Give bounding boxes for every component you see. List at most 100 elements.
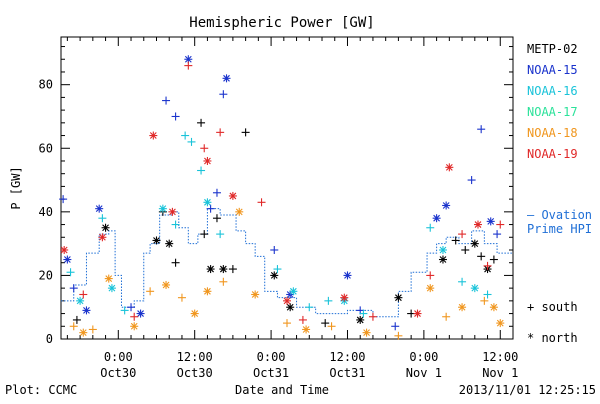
- marker-stroke: [184, 55, 192, 63]
- data-point: [120, 306, 129, 315]
- data-point: [82, 306, 91, 315]
- marker-stroke: [487, 217, 495, 225]
- data-point: [130, 322, 139, 331]
- x-tick-label-time: 0:00: [257, 350, 286, 364]
- data-point: [79, 290, 88, 299]
- plot-frame: [60, 36, 514, 340]
- data-point: [241, 128, 250, 137]
- data-point: [101, 223, 110, 232]
- marker-stroke: [105, 275, 113, 282]
- data-point: [228, 265, 237, 274]
- data-point: [270, 271, 279, 280]
- data-point: [171, 112, 180, 121]
- data-point: [165, 239, 174, 248]
- data-point: [203, 287, 212, 296]
- data-point: [458, 303, 467, 312]
- marker-stroke: [286, 303, 294, 311]
- data-point: [104, 274, 113, 283]
- data-point: [59, 195, 68, 204]
- marker-stroke: [439, 246, 447, 254]
- data-point: [438, 255, 447, 264]
- x-tick-label-time: 12:00: [482, 350, 518, 364]
- data-point: [324, 296, 333, 305]
- marker-stroke: [340, 294, 348, 302]
- data-point: [235, 207, 244, 216]
- legend-entry: NOAA-17: [527, 105, 578, 119]
- marker-stroke: [191, 310, 199, 317]
- data-point: [426, 223, 435, 232]
- data-point: [442, 312, 451, 321]
- marker-stroke: [76, 297, 84, 305]
- marker-stroke: [445, 163, 453, 171]
- data-point: [493, 230, 502, 239]
- data-point: [461, 245, 470, 254]
- data-point: [219, 90, 228, 99]
- data-point: [184, 61, 193, 70]
- marker-stroke: [165, 240, 173, 248]
- marker-stroke: [442, 202, 450, 209]
- data-point: [298, 315, 307, 324]
- data-point: [496, 220, 505, 229]
- data-point: [60, 245, 69, 254]
- data-point: [187, 137, 196, 146]
- data-point: [467, 176, 476, 185]
- data-point: [184, 55, 193, 64]
- data-point: [477, 252, 486, 261]
- data-point: [149, 131, 158, 140]
- data-point: [340, 293, 349, 302]
- marker-stroke: [207, 265, 214, 273]
- marker-stroke: [490, 303, 498, 311]
- marker-stroke: [414, 310, 421, 317]
- marker-stroke: [204, 198, 211, 206]
- data-point: [273, 265, 282, 274]
- marker-stroke: [474, 221, 482, 228]
- data-point: [146, 287, 155, 296]
- data-point: [321, 319, 330, 328]
- data-point: [200, 144, 209, 153]
- ovation-hpi-line: [61, 208, 513, 318]
- data-point: [216, 128, 225, 137]
- data-point: [171, 220, 180, 229]
- data-point: [206, 265, 215, 274]
- legend-entry: METP-02: [527, 42, 578, 56]
- data-point: [496, 319, 505, 328]
- marker-stroke: [153, 237, 160, 244]
- data-point: [470, 239, 479, 248]
- data-point: [127, 303, 136, 312]
- data-points: [59, 55, 505, 340]
- marker-stroke: [496, 319, 504, 327]
- data-point: [445, 163, 454, 172]
- hpi-legend: – Ovation Prime HPI: [527, 208, 592, 236]
- data-point: [451, 236, 460, 245]
- data-point: [72, 315, 81, 324]
- marker-stroke: [302, 326, 310, 333]
- y-tick-label: 40: [39, 205, 53, 219]
- hpi-step-line: [61, 208, 513, 318]
- data-point: [489, 303, 498, 312]
- marker-stroke: [204, 157, 211, 165]
- data-point: [470, 284, 479, 293]
- x-tick-label-time: 0:00: [104, 350, 133, 364]
- hpi-legend-line1: – Ovation: [527, 208, 592, 222]
- y-tick-label: 0: [46, 332, 53, 346]
- marker-stroke: [344, 272, 351, 279]
- marker-stroke: [137, 310, 144, 317]
- data-point: [69, 322, 78, 331]
- x-axis-ticks: 0:00 Oct30 12:00 Oct30 0:00 Oct31 12:00 Oct31 0:…: [66, 37, 518, 380]
- y-tick-label: 80: [39, 78, 53, 92]
- x-tick-label-date: Nov 1: [406, 366, 442, 380]
- marker-stroke: [229, 192, 237, 200]
- data-point: [270, 245, 279, 254]
- marker-stroke: [102, 224, 109, 232]
- data-point: [158, 204, 167, 213]
- timestamp: 2013/11/01 12:25:15: [459, 383, 596, 397]
- data-point: [343, 271, 352, 280]
- series-legend: METP-02 NOAA-15 NOAA-16 NOAA-17 NOAA-18 NOAA-…: [527, 42, 578, 161]
- x-tick-label-time: 12:00: [177, 350, 213, 364]
- data-point: [228, 191, 237, 200]
- data-point: [356, 315, 365, 324]
- data-point: [69, 284, 78, 293]
- data-point: [162, 96, 171, 105]
- data-point: [362, 328, 371, 337]
